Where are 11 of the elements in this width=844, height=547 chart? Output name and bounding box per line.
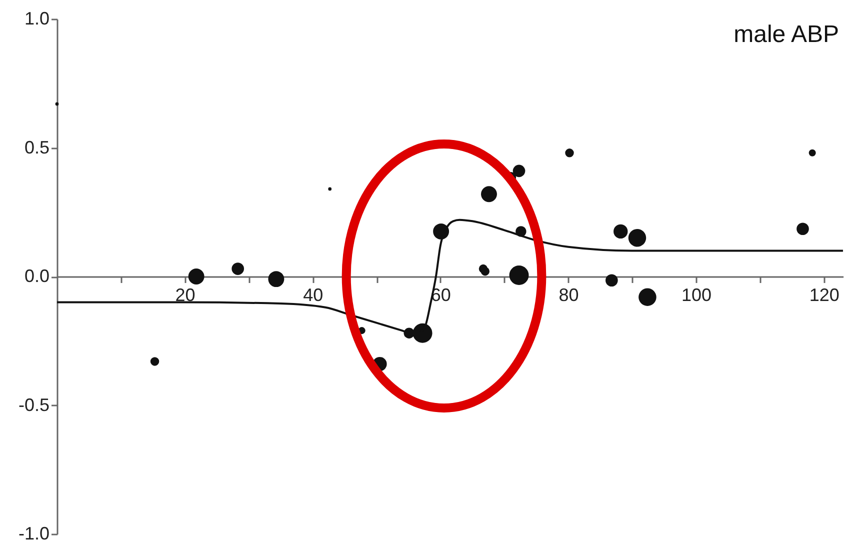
- x-tick-label: 20: [175, 285, 196, 305]
- chart-title: male ABP: [734, 21, 839, 48]
- x-tick-label: 40: [303, 285, 324, 305]
- y-tick-label: 0.0: [24, 266, 50, 286]
- y-tick-label: -1.0: [18, 524, 50, 544]
- x-tick-label: 100: [682, 285, 712, 305]
- y-tick-label: -0.5: [18, 394, 50, 415]
- y-tick-label: 1.0: [24, 8, 50, 28]
- y-tick-label: 0.5: [24, 137, 50, 158]
- x-tick-label: 80: [558, 285, 579, 305]
- x-tick-label: 120: [809, 285, 840, 305]
